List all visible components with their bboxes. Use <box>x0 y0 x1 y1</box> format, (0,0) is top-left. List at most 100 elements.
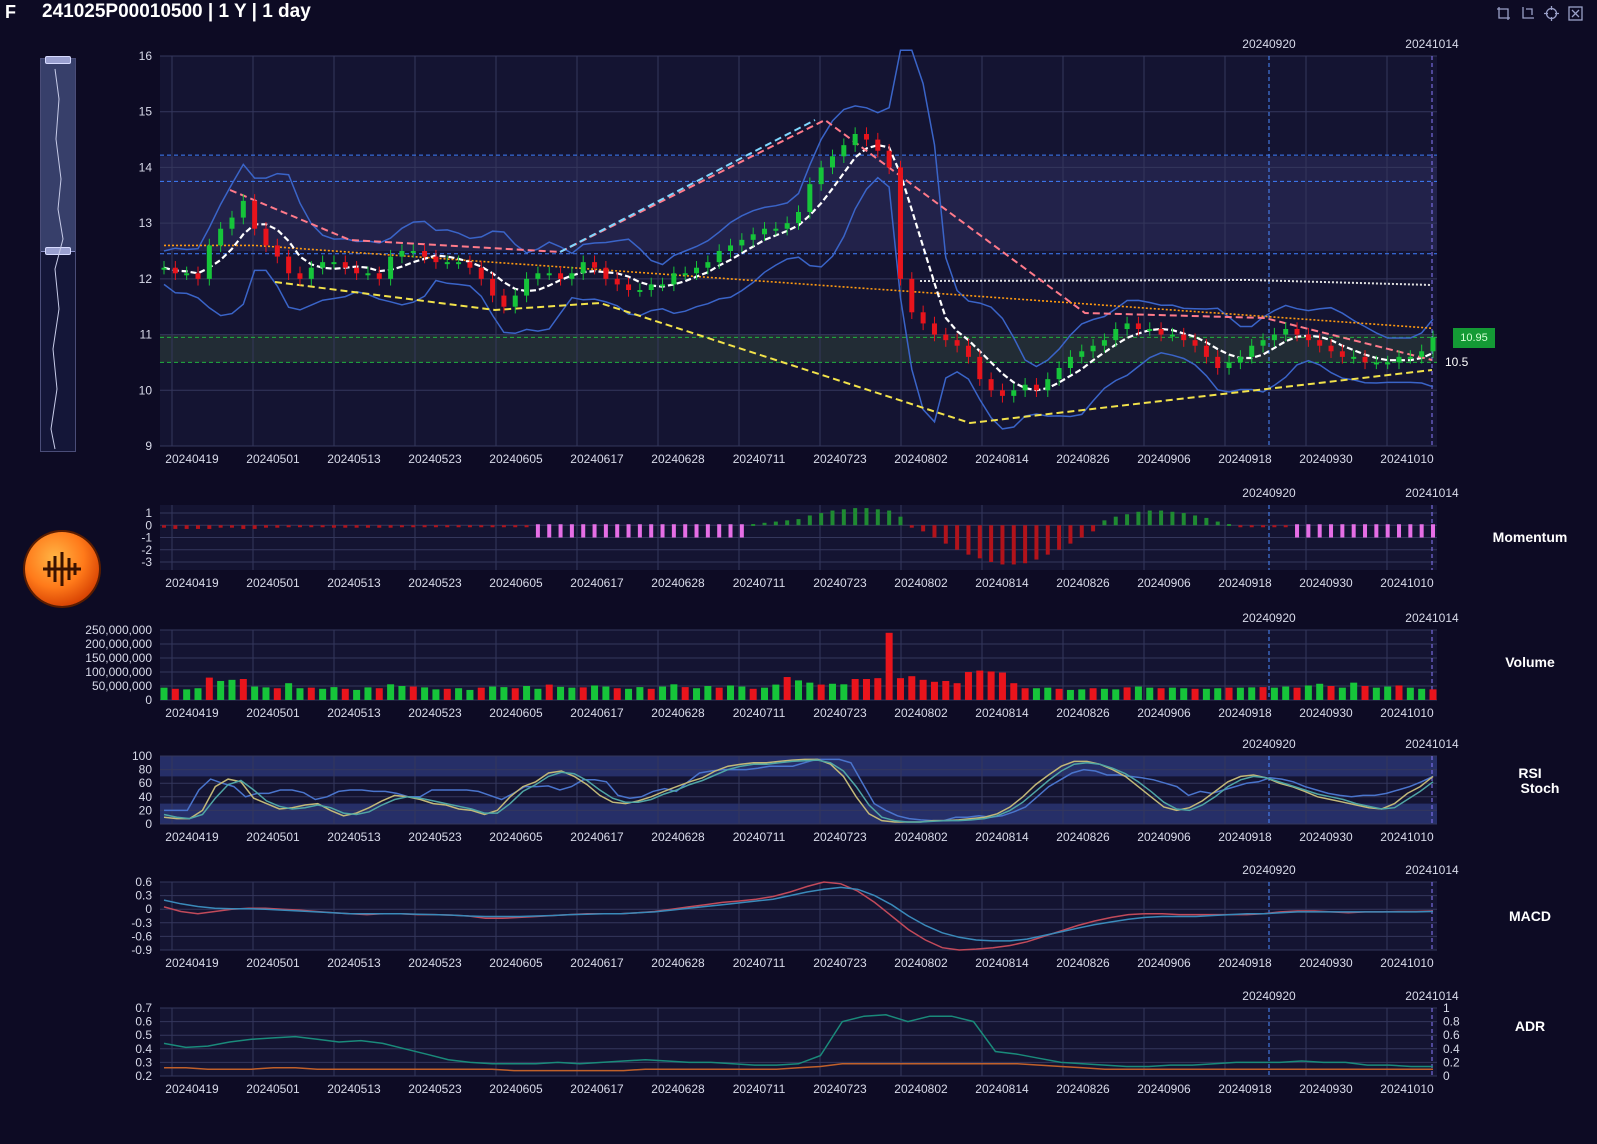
crop-reset-icon[interactable] <box>1520 6 1535 21</box>
volume-bar <box>319 688 327 700</box>
macd-x-tick: 20240513 <box>327 956 381 970</box>
range-navigator[interactable] <box>40 56 76 452</box>
adr-x-tick: 20240605 <box>489 1082 543 1096</box>
adr-right-tick: 0.6 <box>1443 1028 1460 1042</box>
momentum-bar <box>524 525 529 528</box>
volume-bar <box>1259 687 1267 700</box>
rsi-marker-date: 20241014 <box>1405 737 1459 751</box>
candle-body <box>1011 390 1017 396</box>
momentum-x-tick: 20240918 <box>1218 576 1272 590</box>
rsi-x-tick: 20240523 <box>408 830 462 844</box>
volume-bar <box>806 682 814 700</box>
volume-bar <box>1214 688 1222 700</box>
candle-body <box>342 262 348 268</box>
volume-bar <box>772 684 780 700</box>
candle-body <box>1407 356 1413 359</box>
restore-icon[interactable] <box>1544 6 1559 21</box>
candle-body <box>886 150 892 168</box>
adr-line <box>163 1014 1433 1068</box>
momentum-bar <box>1385 524 1390 538</box>
volume-bar <box>670 684 678 700</box>
macd-signal-line <box>163 886 1434 942</box>
volume-x-tick: 20240918 <box>1218 706 1272 720</box>
volume-bar <box>194 688 202 700</box>
momentum-bar <box>331 525 336 528</box>
volume-bar <box>693 688 701 700</box>
candle-body <box>320 262 326 268</box>
volume-bar <box>398 686 406 700</box>
momentum-bar <box>456 525 461 528</box>
volume-bar <box>1066 689 1074 700</box>
volume-bar <box>1282 686 1290 700</box>
adr-right-tick: 0.8 <box>1443 1015 1460 1029</box>
volume-bar <box>364 687 372 700</box>
volume-x-tick: 20240513 <box>327 706 381 720</box>
candle-body <box>546 273 552 276</box>
momentum-bar <box>422 525 427 528</box>
volume-bar <box>228 679 236 700</box>
adr-y-tick: 0.3 <box>135 1055 152 1069</box>
candle-body <box>399 251 405 257</box>
volume-marker-date: 20240920 <box>1242 611 1296 625</box>
adr-x-tick: 20240918 <box>1218 1082 1272 1096</box>
candle-body <box>229 217 235 229</box>
stoch-label: Stoch <box>1520 780 1560 796</box>
candle-body <box>512 295 518 307</box>
navigator-handle-bottom[interactable] <box>45 247 71 255</box>
price-x-tick: 20240501 <box>246 452 300 466</box>
stoch-k-line <box>163 758 1434 823</box>
momentum-bar <box>1215 521 1220 526</box>
adr-y-tick: 0.2 <box>135 1069 152 1083</box>
candle-body <box>422 251 428 257</box>
macd-x-tick: 20240501 <box>246 956 300 970</box>
volume-bar <box>1044 687 1052 700</box>
momentum-x-tick: 20240419 <box>165 576 219 590</box>
volume-bar <box>1361 686 1369 700</box>
volume-bar <box>183 689 191 700</box>
rsi-x-tick: 20240930 <box>1299 830 1353 844</box>
navigator-handle-top[interactable] <box>45 56 71 64</box>
rsi-band <box>160 803 1437 824</box>
momentum-bar <box>739 524 744 538</box>
adr-x-tick: 20240617 <box>570 1082 624 1096</box>
candle-body <box>807 184 813 212</box>
momentum-bar <box>1091 525 1096 532</box>
price-y-tick: 10 <box>139 383 153 397</box>
momentum-bar <box>1136 511 1141 526</box>
adr-x-tick: 20240628 <box>651 1082 705 1096</box>
momentum-marker-date: 20241014 <box>1405 486 1459 500</box>
macd-x-tick: 20240628 <box>651 956 705 970</box>
volume-bar <box>817 684 825 700</box>
momentum-bar <box>694 524 699 538</box>
volume-x-tick: 20240419 <box>165 706 219 720</box>
momentum-bar <box>1147 510 1152 526</box>
volume-bar <box>613 688 621 700</box>
crop-icon[interactable] <box>1496 6 1511 21</box>
candle-body <box>580 262 586 274</box>
momentum-bar <box>569 524 574 538</box>
candle-body <box>977 356 983 380</box>
volume-bar <box>1293 687 1301 700</box>
momentum-bar <box>1000 525 1005 565</box>
macd-y-tick: -0.9 <box>131 943 152 957</box>
price-x-tick: 20240605 <box>489 452 543 466</box>
macd-marker-date: 20241014 <box>1405 863 1459 877</box>
candle-body <box>1101 340 1107 346</box>
candle-body <box>773 228 779 231</box>
candle-body <box>1430 337 1436 352</box>
momentum-bar <box>1261 525 1266 528</box>
momentum-bar <box>1249 525 1254 528</box>
rsi-x-tick: 20240605 <box>489 830 543 844</box>
momentum-bar <box>626 524 631 538</box>
adr-x-tick: 20240802 <box>894 1082 948 1096</box>
momentum-bar <box>1227 524 1232 527</box>
momentum-bar <box>207 525 212 529</box>
volume-x-tick: 20240501 <box>246 706 300 720</box>
price-band <box>160 334 1437 363</box>
volume-bar <box>1032 688 1040 700</box>
candle-body <box>240 200 246 218</box>
fullscreen-icon[interactable] <box>1568 6 1583 21</box>
momentum-bar <box>887 510 892 526</box>
volume-bar <box>591 685 599 700</box>
adr-frame <box>160 1008 1437 1076</box>
